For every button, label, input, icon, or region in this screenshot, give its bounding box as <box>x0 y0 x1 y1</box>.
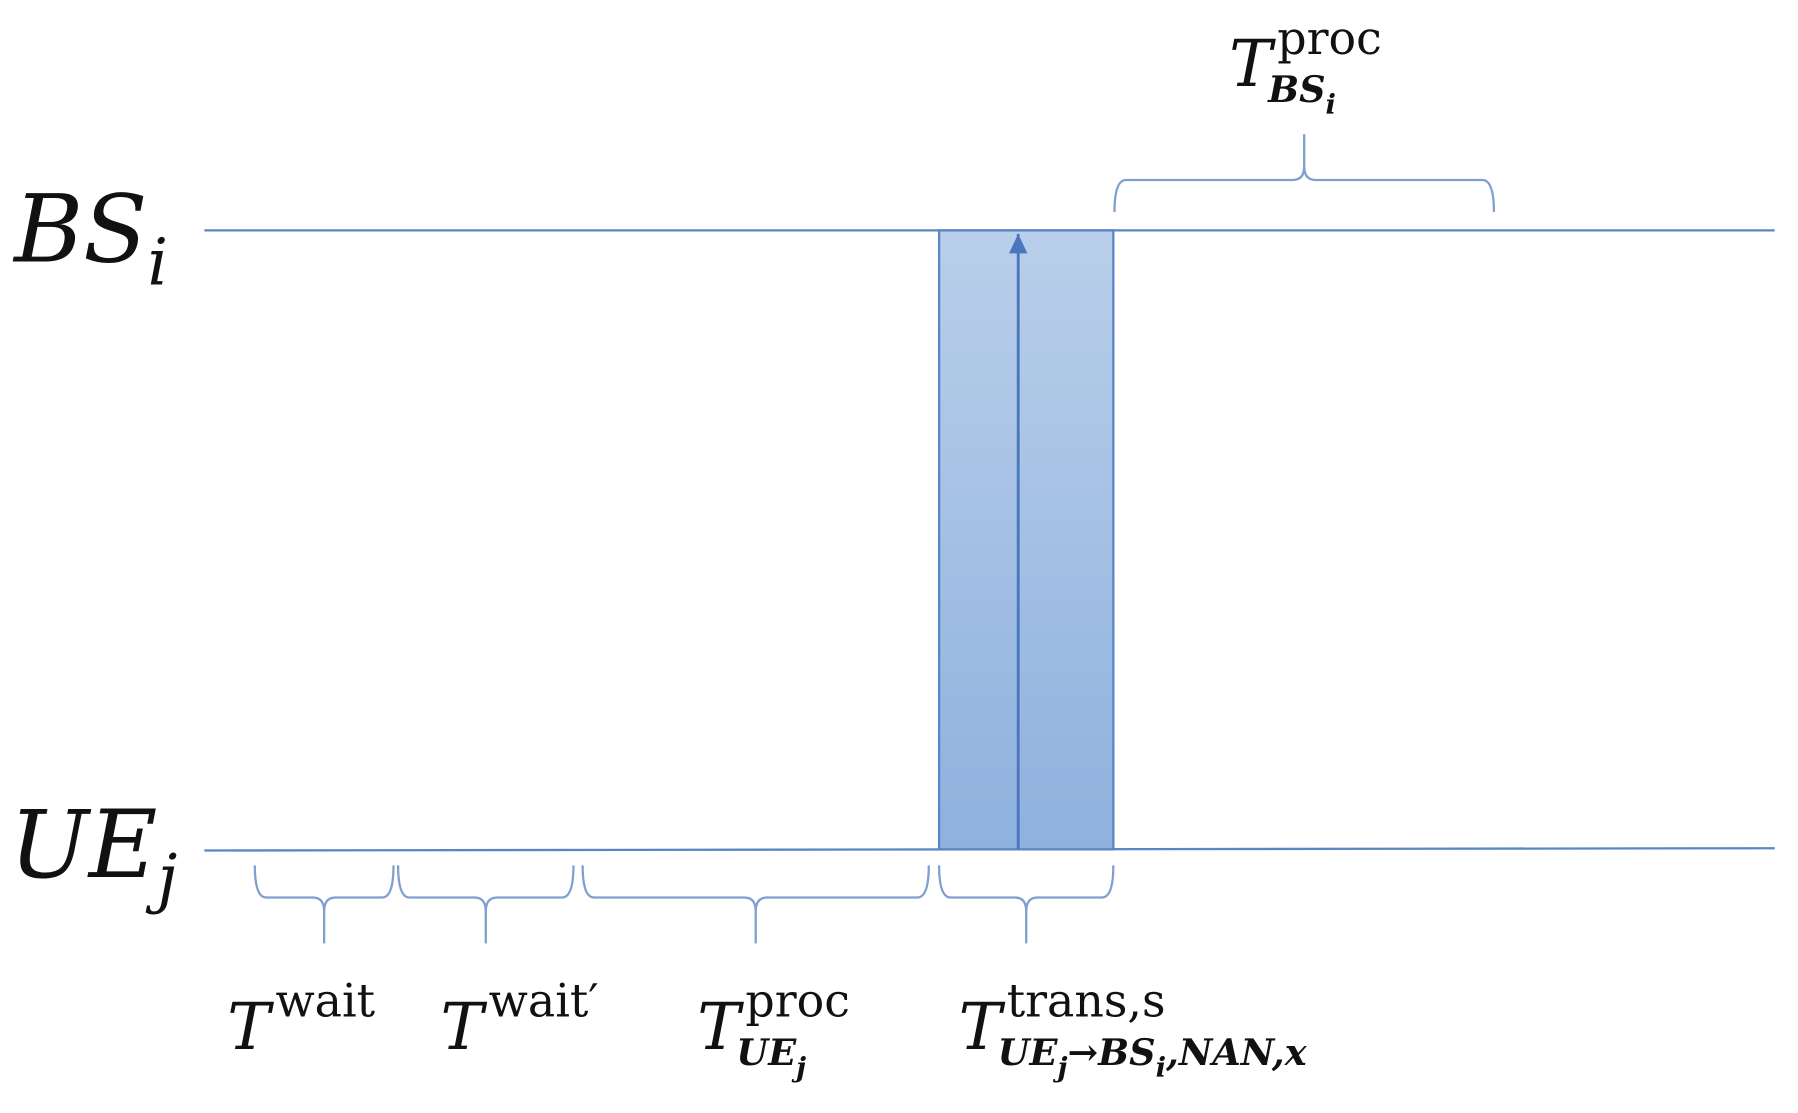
brace <box>581 865 930 944</box>
superscript: trans,s <box>1007 974 1166 1028</box>
symbol: T <box>441 990 488 1065</box>
superscript: proc <box>745 974 850 1028</box>
brace <box>396 865 575 944</box>
subscript-part: UE <box>998 1031 1059 1074</box>
subscript-part: UE <box>736 1031 797 1074</box>
sub-subscript: i <box>1326 88 1336 120</box>
lane-subscript: i <box>148 225 169 300</box>
lane-label: UEj <box>10 791 178 916</box>
superscript: proc <box>1277 11 1382 65</box>
brace <box>1113 134 1496 213</box>
superscript: wait <box>275 974 375 1028</box>
symbol: T <box>959 990 1006 1065</box>
subscript-part: →BS <box>1067 1031 1155 1074</box>
symbol: T <box>697 990 744 1065</box>
subscript-part: ,NAN,x <box>1165 1031 1308 1074</box>
symbol: T <box>227 990 274 1065</box>
transmission-block <box>937 229 1115 851</box>
sub-subscript: i <box>1156 1051 1166 1083</box>
arrow-head <box>1009 233 1028 254</box>
brace <box>253 865 395 944</box>
subscript: UEj <box>736 1031 806 1083</box>
brace <box>937 865 1115 944</box>
symbol: T <box>1229 27 1276 102</box>
superscript: wait′ <box>489 974 599 1028</box>
lane-name: BS <box>12 175 147 284</box>
lane-label: BSi <box>12 175 168 300</box>
lane-name: UE <box>10 791 158 900</box>
subscript: BSi <box>1267 68 1336 120</box>
subscript: UEj→BSi,NAN,x <box>998 1031 1308 1083</box>
subscript-part: BS <box>1267 68 1325 111</box>
